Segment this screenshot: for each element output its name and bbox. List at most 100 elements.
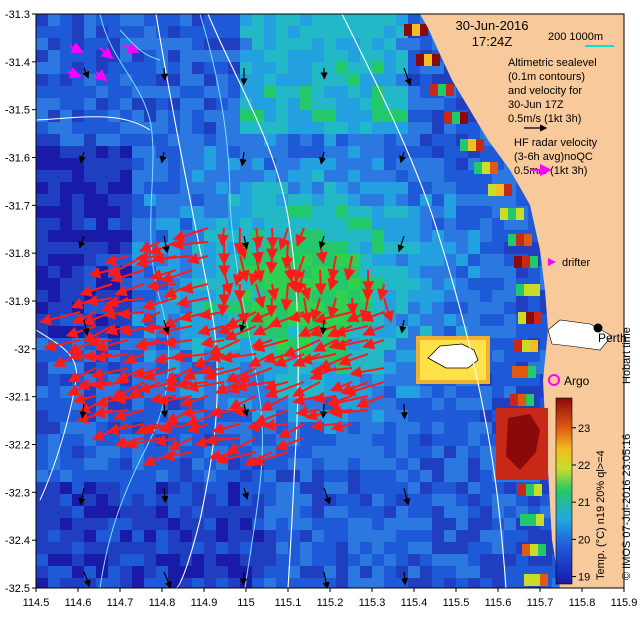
perth-label: Perth — [598, 331, 627, 345]
hf-vector — [314, 269, 327, 296]
y-tick-label: -31.7 — [5, 200, 30, 212]
hf-vector — [300, 297, 313, 325]
map-time: 17:24Z — [472, 34, 513, 49]
hf-vector — [377, 283, 389, 302]
alti-vector — [319, 151, 327, 165]
y-tick-label: -32 — [14, 344, 30, 356]
alti-vector — [162, 319, 170, 335]
hf-vector — [264, 381, 305, 399]
x-tick-label: 114.7 — [107, 597, 134, 609]
hf-vector — [236, 241, 248, 260]
y-tick-label: -31.3 — [5, 9, 30, 21]
drifter-icon — [548, 258, 556, 266]
hobart-time-label: Hobart time — [621, 327, 633, 384]
hf-vector — [117, 307, 145, 320]
hf-vector-qc — [67, 67, 82, 79]
hf-vector — [232, 269, 245, 287]
alti-legend-line-2: (0.1m contours) — [508, 71, 585, 83]
hf-vector — [260, 395, 289, 411]
alti-vector — [83, 571, 91, 588]
hf-vector — [217, 227, 230, 247]
x-tick-label: 115.7 — [527, 597, 554, 609]
hf-vector — [142, 367, 177, 381]
hf-vector — [262, 419, 289, 432]
alti-vector — [239, 571, 248, 586]
hf-legend: HF radar velocity (3-6h avg)noQC 0.5m/s … — [514, 137, 598, 177]
hf-vector — [356, 395, 385, 408]
alti-vector — [400, 403, 408, 420]
y-tick-label: -32.2 — [5, 440, 30, 452]
y-tick-label: -31.5 — [5, 105, 30, 117]
alti-vector — [403, 67, 412, 86]
hf-vector — [330, 420, 353, 433]
hf-vector — [360, 310, 385, 323]
y-tick-label: -32.5 — [5, 583, 30, 595]
hf-vector — [198, 308, 225, 321]
hf-vector — [79, 283, 113, 297]
hf-vector — [346, 297, 359, 316]
hf-vector — [252, 324, 273, 336]
colorbar-tick-label: 20 — [578, 534, 590, 546]
alti-vector — [319, 319, 327, 335]
hf-vector — [273, 353, 305, 367]
hf-vector — [253, 409, 289, 426]
hf-vector — [343, 381, 385, 397]
hf-vector — [313, 311, 353, 325]
y-tick-label: -32.3 — [5, 487, 30, 499]
hf-vector — [224, 325, 257, 341]
hf-vector — [251, 241, 264, 265]
x-tick-label: 114.5 — [23, 597, 50, 609]
land-mass — [420, 14, 624, 588]
alti-vector — [79, 151, 86, 164]
alti-vector — [79, 403, 87, 419]
colorbar: 23 22 21 20 19 Temp. (°C) n19 20% ql>=4 — [555, 397, 607, 585]
hf-vector — [280, 283, 293, 312]
hf-vector — [167, 437, 193, 451]
bathymetry-scale-label: 200 1000m — [548, 31, 603, 43]
alti-vector — [159, 151, 167, 164]
hf-vector — [160, 269, 193, 284]
hf-vector — [250, 311, 273, 323]
hf-vector — [112, 409, 145, 422]
y-axis: -31.3 -31.4 -31.5 -31.6 -31.7 -31.8 -31.9 -32 -3… — [5, 9, 36, 595]
hf-vector — [170, 238, 209, 251]
hf-vector — [251, 451, 289, 466]
hf-radar-vectors — [39, 42, 394, 467]
hf-vector — [362, 324, 385, 337]
alti-vector — [239, 319, 247, 333]
y-tick-label: -31.8 — [5, 248, 30, 260]
hf-vector — [176, 295, 209, 308]
alti-vector — [82, 67, 90, 79]
alti-vector — [241, 235, 249, 250]
hf-vector — [226, 437, 257, 454]
hf-vector — [179, 395, 209, 408]
hf-vector — [142, 297, 177, 311]
hf-vector — [72, 392, 97, 405]
hf-vector — [146, 279, 177, 292]
alti-vector — [319, 403, 328, 419]
hf-vector — [267, 283, 279, 301]
hf-vector — [238, 255, 250, 283]
hf-vector — [327, 255, 340, 282]
hf-vector — [251, 227, 264, 249]
hf-vector — [203, 367, 241, 381]
alti-vector — [78, 235, 86, 249]
hf-vector — [200, 336, 225, 349]
y-tick-label: -31.9 — [5, 296, 30, 308]
hf-vector — [113, 392, 145, 405]
hf-vector — [180, 406, 209, 419]
map-date: 30-Jun-2016 — [456, 18, 529, 33]
hf-vector — [277, 423, 305, 439]
y-tick-label: -31.4 — [5, 57, 30, 69]
hf-vector — [180, 282, 209, 294]
x-tick-label: 115.2 — [317, 597, 344, 609]
hf-vector — [362, 337, 385, 350]
hf-vector — [105, 296, 145, 308]
hf-vector — [263, 379, 289, 392]
hf-vector — [265, 255, 278, 275]
y-tick-label: -32.4 — [5, 535, 30, 547]
alti-vector — [239, 151, 247, 167]
hf-vector — [248, 269, 261, 286]
hf-vector-qc — [99, 46, 114, 60]
alti-vector — [82, 319, 90, 336]
